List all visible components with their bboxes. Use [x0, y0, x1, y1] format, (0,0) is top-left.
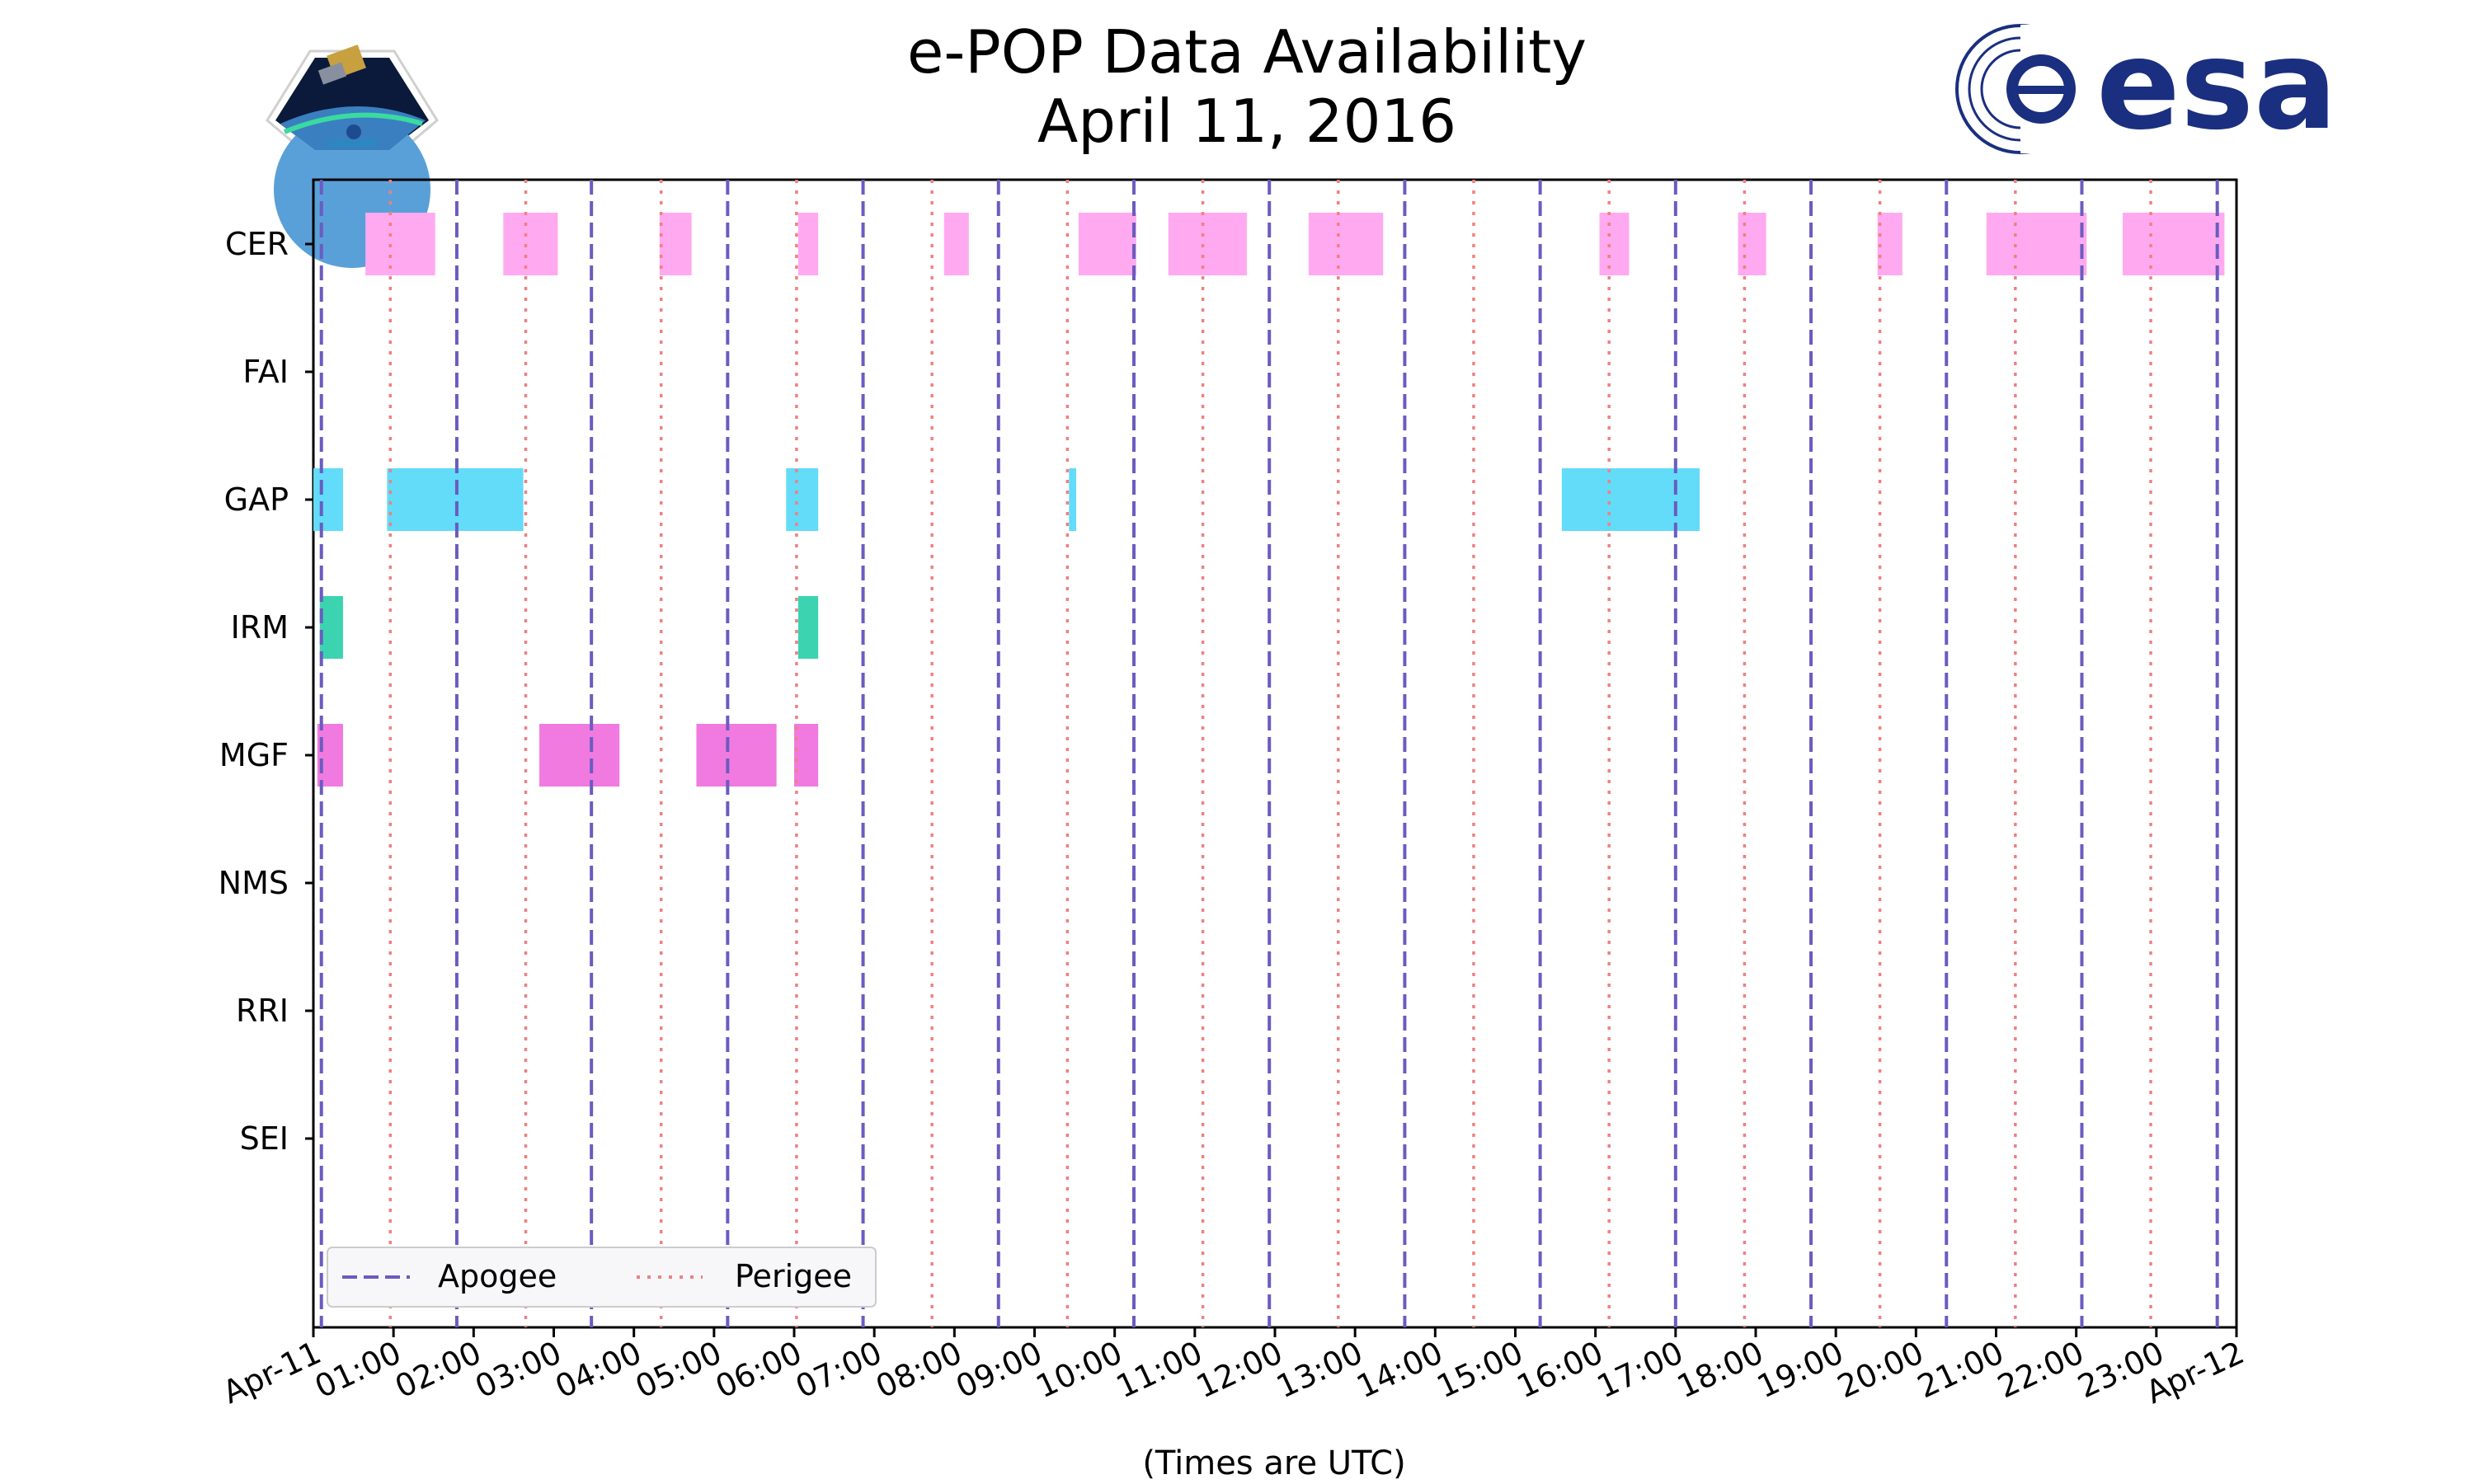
bar-mgf-0 [317, 724, 343, 787]
y-tick-label-mgf: MGF [219, 737, 289, 773]
chart-subtitle: April 11, 2016 [1037, 87, 1456, 156]
y-tick-label-rri: RRI [236, 993, 289, 1029]
bar-cer-2 [659, 213, 692, 275]
x-tick-label-4: 04:00 [550, 1334, 647, 1405]
x-tick-label-3: 03:00 [469, 1334, 567, 1405]
x-tick-label-21: 21:00 [1912, 1334, 2009, 1405]
bar-cer-4 [943, 213, 969, 275]
esa-logo: esa [1955, 14, 2337, 157]
y-tick-label-nms: NMS [219, 865, 289, 901]
time-axis: Apr-1101:0002:0003:0004:0005:0006:0007:0… [218, 1327, 2250, 1411]
bar-cer-5 [1078, 213, 1136, 275]
x-tick-label-12: 12:00 [1191, 1334, 1288, 1405]
bar-gap-3 [1069, 468, 1077, 531]
bar-mgf-2 [696, 724, 777, 787]
cassiope-logo-text: CASSIOPE [327, 139, 378, 149]
x-tick-label-1: 01:00 [309, 1334, 407, 1405]
bar-cer-9 [1738, 213, 1766, 275]
y-tick-label-irm: IRM [231, 609, 289, 646]
x-tick-label-13: 13:00 [1271, 1334, 1368, 1405]
bar-cer-1 [503, 213, 558, 275]
y-tick-label-fai: FAI [242, 354, 289, 390]
bar-cer-10 [1877, 213, 1903, 275]
bar-irm-1 [797, 596, 819, 659]
bar-gap-2 [786, 468, 819, 531]
legend-box [327, 1247, 877, 1308]
x-tick-label-10: 10:00 [1031, 1334, 1128, 1405]
bar-gap-4 [1561, 468, 1700, 531]
x-tick-label-11: 11:00 [1111, 1334, 1208, 1405]
legend-apogee-label: Apogee [438, 1258, 557, 1294]
x-tick-label-9: 09:00 [950, 1334, 1047, 1405]
bar-gap-0 [313, 468, 343, 531]
bar-cer-11 [1986, 213, 2087, 275]
orbit-event-lines [319, 180, 2219, 1327]
x-axis-label: (Times are UTC) [1142, 1444, 1405, 1482]
x-tick-label-8: 08:00 [870, 1334, 967, 1405]
x-tick-label-7: 07:00 [790, 1334, 887, 1405]
x-tick-label-2: 02:00 [389, 1334, 487, 1405]
bar-cer-6 [1168, 213, 1247, 275]
availability-bars [313, 213, 2225, 787]
bar-mgf-3 [794, 724, 819, 787]
x-tick-label-20: 20:00 [1832, 1334, 1929, 1405]
bar-cer-0 [365, 213, 435, 275]
chart-title: e-POP Data Availability [907, 17, 1587, 87]
bar-cer-8 [1599, 213, 1630, 275]
instrument-axis: CER FAI GAP IRM MGF NMS RRI SEI [219, 226, 313, 1157]
x-tick-label-6: 06:00 [710, 1334, 807, 1405]
legend: Apogee Perigee [327, 1247, 877, 1308]
bar-gap-1 [387, 468, 524, 531]
x-tick-label-16: 16:00 [1512, 1334, 1609, 1405]
bar-cer-12 [2123, 213, 2225, 275]
x-tick-label-18: 18:00 [1672, 1334, 1769, 1405]
bar-mgf-1 [539, 724, 620, 787]
x-tick-label-17: 17:00 [1592, 1334, 1689, 1405]
y-tick-label-cer: CER [225, 226, 289, 262]
y-tick-label-sei: SEI [240, 1120, 289, 1157]
bar-cer-3 [797, 213, 819, 275]
y-tick-label-gap: GAP [224, 481, 289, 518]
legend-perigee-label: Perigee [735, 1258, 852, 1294]
esa-logo-text: esa [2096, 14, 2337, 157]
x-tick-label-19: 19:00 [1752, 1334, 1849, 1405]
x-tick-label-15: 15:00 [1431, 1334, 1528, 1405]
x-tick-label-14: 14:00 [1351, 1334, 1448, 1405]
bar-cer-7 [1308, 213, 1384, 275]
x-tick-label-22: 22:00 [1992, 1334, 2090, 1405]
x-tick-label-5: 05:00 [630, 1334, 727, 1405]
bar-irm-0 [319, 596, 343, 659]
